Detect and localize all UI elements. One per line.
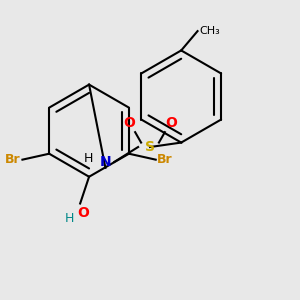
Text: CH₃: CH₃ — [199, 26, 220, 36]
Text: H: H — [84, 152, 94, 165]
Text: N: N — [100, 155, 111, 169]
Text: O: O — [165, 116, 177, 130]
Text: Br: Br — [5, 153, 21, 166]
Text: O: O — [123, 116, 135, 130]
Text: Br: Br — [157, 153, 173, 166]
Text: S: S — [145, 140, 155, 154]
Text: H: H — [65, 212, 74, 225]
Text: O: O — [77, 206, 89, 220]
